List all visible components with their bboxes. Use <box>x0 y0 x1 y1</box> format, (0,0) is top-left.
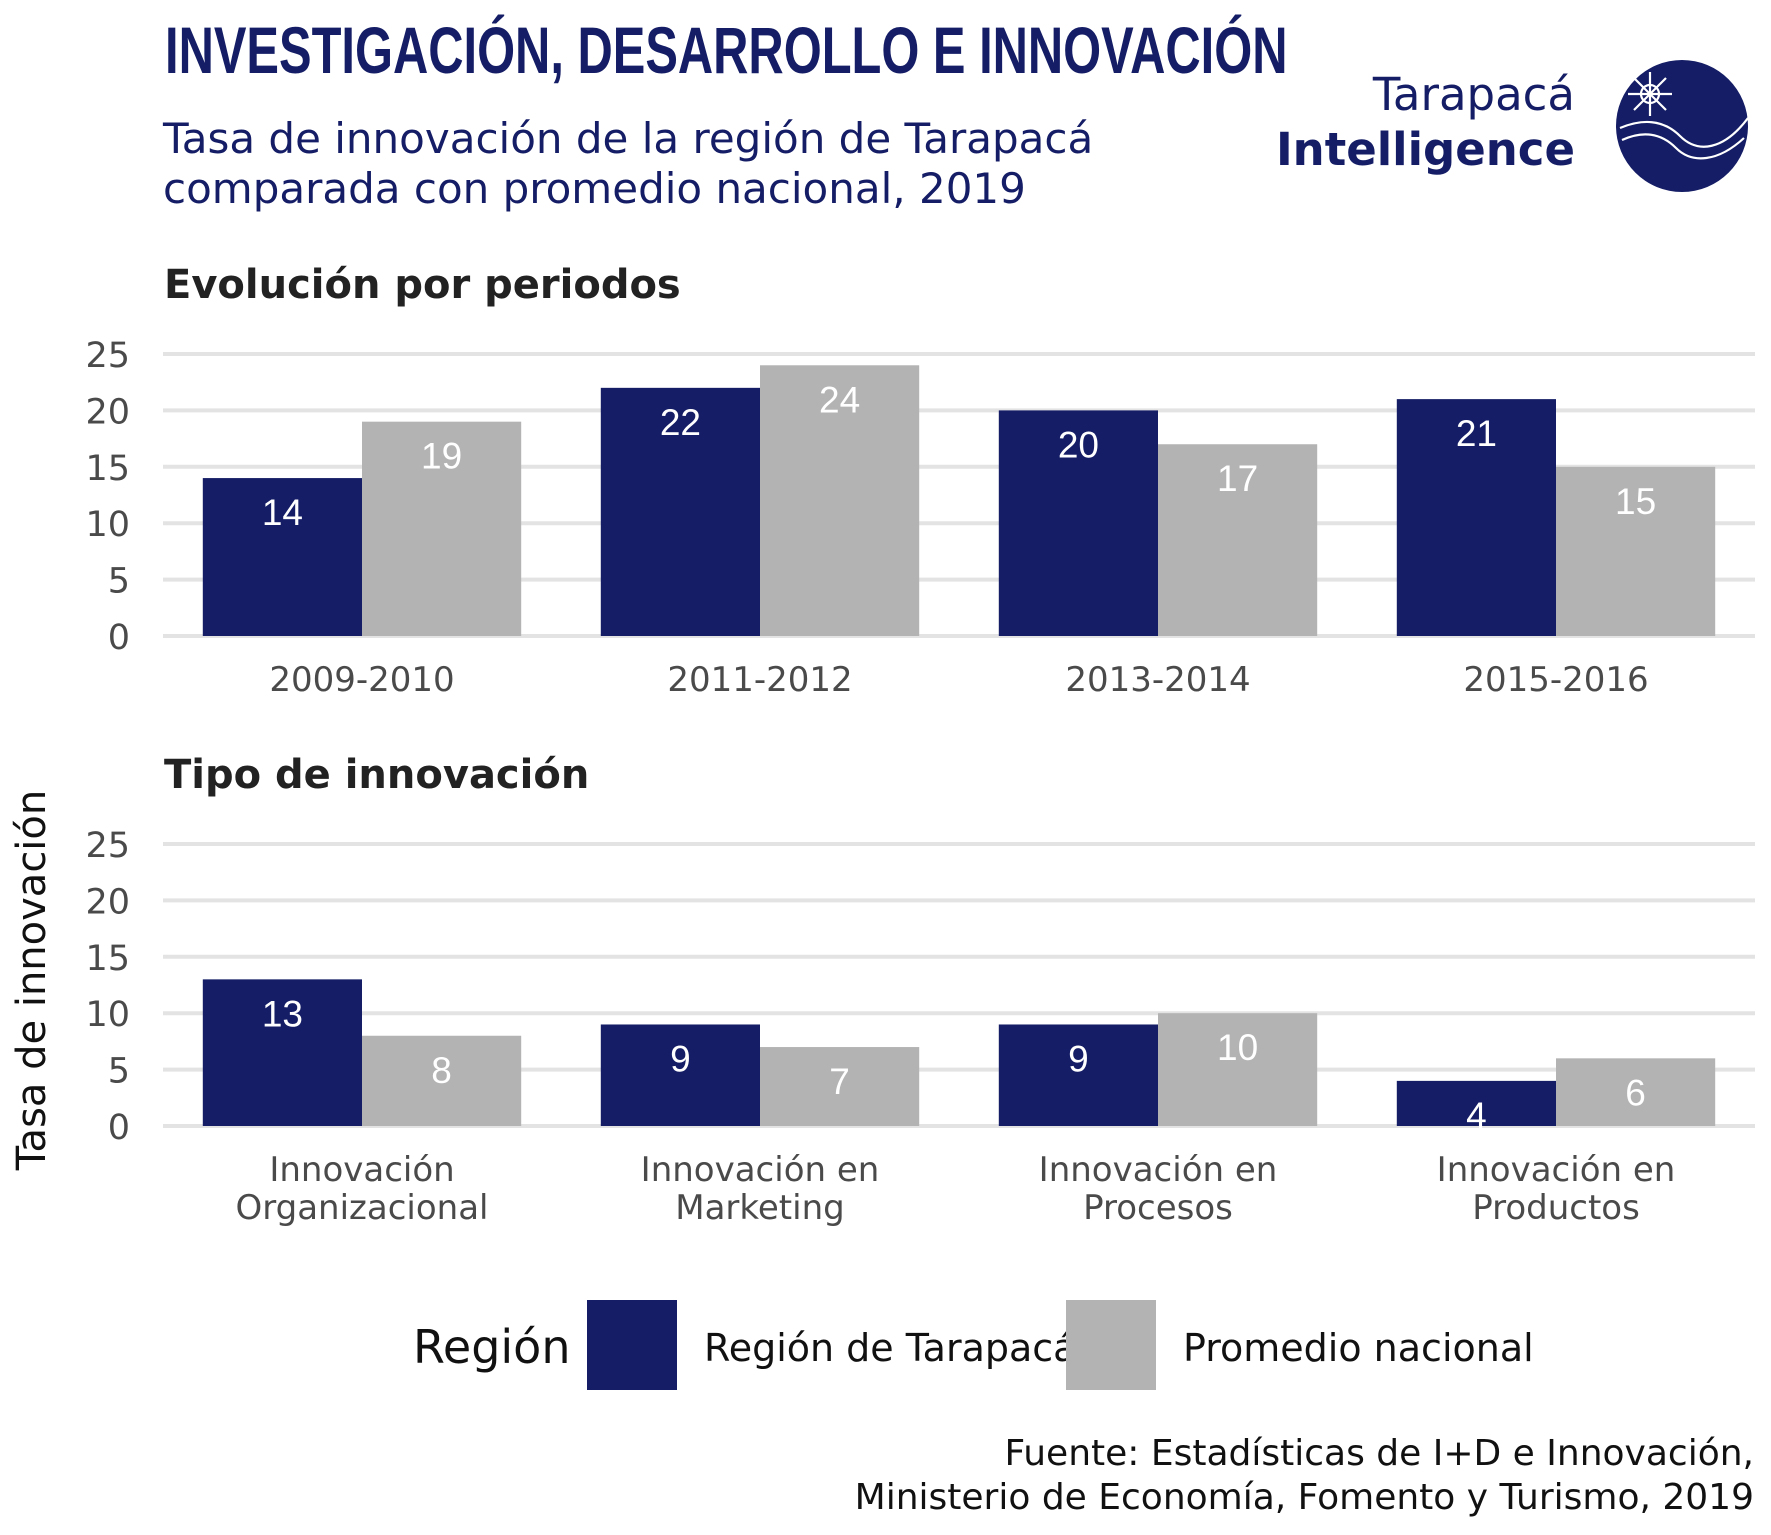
bar-tarapaca <box>202 979 362 1126</box>
panel-title-periodos: Evolución por periodos <box>164 262 681 308</box>
data-label: 13 <box>262 993 303 1034</box>
x-tick-label: 2009-2010 <box>269 660 454 700</box>
y-tick-label: 5 <box>108 1052 130 1092</box>
page-title: INVESTIGACIÓN, DESARROLLO E INNOVACIÓN <box>165 13 1288 87</box>
bar-nacional <box>760 1047 920 1126</box>
legend-label-nacional: Promedio nacional <box>1183 1326 1534 1370</box>
data-label: 14 <box>262 492 303 533</box>
y-tick-label: 15 <box>85 939 130 979</box>
bar-tarapaca <box>998 410 1158 636</box>
bar-tarapaca <box>202 478 362 636</box>
x-tick-label: Innovación en <box>1039 1150 1278 1190</box>
bar-nacional <box>1158 1013 1318 1126</box>
x-tick-label: Procesos <box>1083 1188 1233 1228</box>
bar-nacional <box>362 1035 522 1126</box>
chart-subtitle: Tasa de innovación de la región de Tarap… <box>163 114 1093 214</box>
data-label: 20 <box>1058 424 1099 465</box>
logo-text-line-1: Tarapacá <box>1372 68 1575 121</box>
data-label: 10 <box>1217 1027 1258 1068</box>
y-tick-label: 20 <box>85 392 130 432</box>
x-tick-label: Productos <box>1472 1188 1640 1228</box>
bar-tarapaca <box>998 1024 1158 1126</box>
y-tick-label: 10 <box>85 995 130 1035</box>
x-tick-label: 2011-2012 <box>667 660 852 700</box>
legend-swatch-nacional <box>1066 1300 1156 1390</box>
data-label: 24 <box>819 379 860 420</box>
bar-nacional <box>760 365 920 636</box>
panel-title-tipo: Tipo de innovación <box>164 752 590 798</box>
y-tick-label: 25 <box>85 336 130 376</box>
data-label: 4 <box>1466 1095 1487 1136</box>
legend-label-tarapaca: Región de Tarapacá <box>704 1326 1077 1370</box>
legend: Región Región de Tarapacá Promedio nacio… <box>0 1300 1771 1395</box>
brand-logo: Tarapacá Intelligence <box>1276 58 1750 198</box>
x-tick-label: 2015-2016 <box>1463 660 1648 700</box>
data-label: 22 <box>660 402 701 443</box>
source-line-1: Fuente: Estadísticas de I+D e Innovación… <box>1004 1433 1754 1474</box>
data-label: 8 <box>431 1050 452 1091</box>
subtitle-line-2: comparada con promedio nacional, 2019 <box>163 164 1026 213</box>
y-tick-label: 5 <box>108 562 130 602</box>
x-tick-label: Innovación en <box>641 1150 880 1190</box>
data-label: 19 <box>421 436 462 477</box>
data-label: 15 <box>1615 481 1656 522</box>
bar-nacional <box>362 421 522 636</box>
subtitle-line-1: Tasa de innovación de la región de Tarap… <box>163 114 1094 163</box>
legend-title: Región <box>413 1320 571 1374</box>
data-label: 9 <box>1068 1038 1089 1079</box>
data-label: 9 <box>670 1038 691 1079</box>
bar-tarapaca <box>600 1024 760 1126</box>
logo-text-line-2: Intelligence <box>1275 123 1575 176</box>
chart-evolucion-por-periodos: 0 5 10 15 20 25 14 19 2009-2010 22 24 2011-2012 20 17… <box>85 336 1755 700</box>
y-tick-label: 0 <box>108 618 130 658</box>
bar-nacional <box>1556 1058 1716 1126</box>
legend-swatch-tarapaca <box>587 1300 677 1390</box>
bar-tarapaca <box>600 387 760 636</box>
x-tick-label: Marketing <box>675 1188 844 1228</box>
y-tick-label: 25 <box>85 826 130 866</box>
source-note: Fuente: Estadísticas de I+D e Innovación… <box>855 1432 1754 1520</box>
sun-wave-circle-icon <box>1616 60 1749 192</box>
x-tick-label: Innovación <box>269 1150 454 1190</box>
source-line-2: Ministerio de Economía, Fomento y Turism… <box>854 1477 1754 1518</box>
x-tick-label: Organizacional <box>235 1188 488 1228</box>
y-tick-label: 10 <box>85 505 130 545</box>
data-label: 17 <box>1217 458 1258 499</box>
y-tick-label: 20 <box>85 882 130 922</box>
y-tick-label: 15 <box>85 449 130 489</box>
bar-nacional <box>1556 466 1716 636</box>
bar-tarapaca <box>1396 1080 1556 1126</box>
bar-nacional <box>1158 444 1318 636</box>
x-tick-label: 2013-2014 <box>1065 660 1250 700</box>
x-tick-label: Innovación en <box>1437 1150 1676 1190</box>
bar-tarapaca <box>1396 399 1556 636</box>
data-label: 6 <box>1625 1072 1646 1113</box>
y-tick-label: 0 <box>108 1108 130 1148</box>
data-label: 21 <box>1456 413 1497 454</box>
data-label: 7 <box>829 1061 850 1102</box>
